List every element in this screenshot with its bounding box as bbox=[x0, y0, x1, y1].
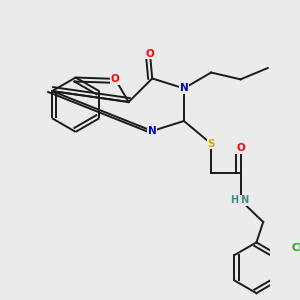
Text: H N: H N bbox=[231, 195, 250, 205]
Text: O: O bbox=[236, 143, 245, 153]
Text: N: N bbox=[180, 83, 188, 93]
Text: N: N bbox=[148, 126, 157, 136]
Text: O: O bbox=[146, 49, 154, 58]
Text: Cl: Cl bbox=[292, 243, 300, 253]
Text: S: S bbox=[207, 139, 215, 149]
Text: O: O bbox=[111, 74, 119, 84]
